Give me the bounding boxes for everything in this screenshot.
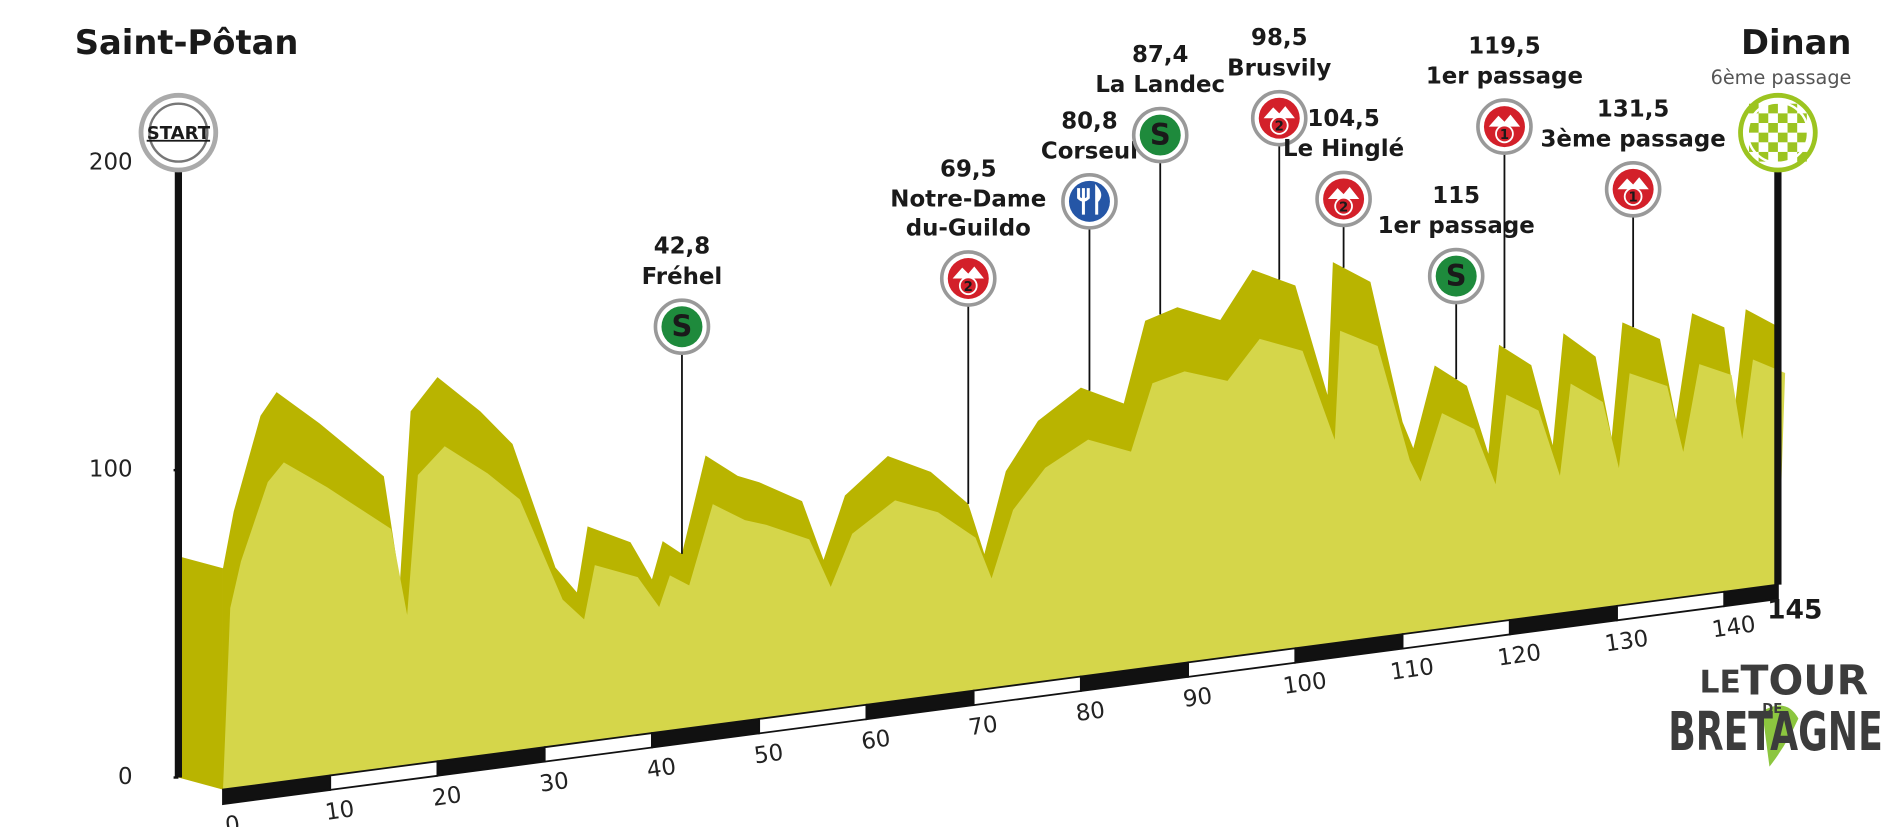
logo-tour: TOUR <box>1741 657 1869 705</box>
checker-cell <box>1768 123 1778 133</box>
checker-cell <box>1758 132 1769 143</box>
x-tick-label: 60 <box>860 726 892 756</box>
x-end-label: 145 <box>1767 595 1822 626</box>
profile-side <box>178 556 223 790</box>
mountain <box>1617 177 1649 190</box>
finish-checker <box>1748 103 1807 162</box>
x-tick-label: 100 <box>1281 668 1328 700</box>
x-tick-label: 130 <box>1603 626 1650 658</box>
marker-km: 80,8 <box>1061 108 1117 134</box>
category-dot <box>1495 124 1514 144</box>
marker-km: 104,5 <box>1307 106 1379 132</box>
checker-cell <box>1787 123 1798 133</box>
marker-name: Brusvily <box>1227 55 1331 81</box>
marker-name: Le Hinglé <box>1283 136 1404 162</box>
checker-cell <box>1768 142 1778 152</box>
marker-km: 115 <box>1432 183 1480 209</box>
logo-le: LE <box>1700 664 1741 700</box>
checker-cell <box>1787 103 1798 114</box>
marker-icon-text: 1 <box>1629 191 1638 206</box>
category-dot <box>1334 196 1353 216</box>
marker-icon-text: S <box>1446 258 1467 292</box>
checker-cell <box>1777 113 1788 124</box>
marker-icon <box>1435 255 1477 297</box>
x-tick-label: 40 <box>645 754 677 784</box>
marker-km: 131,5 <box>1597 96 1669 122</box>
category-dot <box>1623 187 1643 206</box>
start-badge-text: START <box>147 123 211 144</box>
checker-cell <box>1787 142 1798 152</box>
x-tick-label: 110 <box>1389 654 1436 686</box>
x-tick-label: 90 <box>1181 683 1213 713</box>
marker-km: 42,8 <box>654 234 710 260</box>
x-tick-label: 70 <box>967 711 999 741</box>
x-tick-label: 140 <box>1710 611 1757 643</box>
marker-km: 98,5 <box>1251 25 1307 51</box>
x-tick-label: 80 <box>1074 697 1106 727</box>
marker-name: Corseul <box>1041 138 1138 164</box>
x-tick-label: 10 <box>324 796 356 826</box>
start-name: Saint-Pôtan <box>75 23 299 62</box>
marker-name: 3ème passage <box>1541 126 1726 152</box>
marker-name: 1er passage <box>1426 64 1583 90</box>
marker-icon-text: 2 <box>1275 120 1284 135</box>
fork <box>1077 188 1090 215</box>
finish-note: 6ème passage <box>1711 66 1852 89</box>
checker-cell <box>1797 151 1807 162</box>
start-badge <box>148 102 209 163</box>
marker-name: 1er passage <box>1378 213 1535 239</box>
y-tick-label: 200 <box>89 149 133 175</box>
km-stripe <box>1723 583 1779 608</box>
category-dot <box>958 276 978 296</box>
checker-cell <box>1748 123 1759 133</box>
checker-cell <box>1758 151 1769 162</box>
checker-cell <box>1748 103 1759 114</box>
marker-name: du-Guildo <box>906 216 1031 242</box>
x-tick-label: 20 <box>431 782 463 812</box>
logo-bretagne: BRETAGNE <box>1668 701 1883 763</box>
marker-km: 87,4 <box>1132 42 1188 68</box>
checker-cell <box>1777 132 1788 143</box>
logo-de: DE <box>1762 702 1782 717</box>
y-tick-label: 0 <box>118 764 133 790</box>
marker-icon-text: S <box>672 309 693 343</box>
marker-name: Fréhel <box>642 264 723 290</box>
marker-icon <box>1068 180 1110 222</box>
category-dot <box>1269 116 1289 135</box>
knife <box>1095 183 1102 215</box>
checker-cell <box>1768 103 1778 114</box>
checker-cell <box>1748 142 1759 152</box>
x-tick-label: 120 <box>1496 640 1543 672</box>
checker-cell <box>1797 113 1807 124</box>
x-tick-label: 30 <box>538 768 570 798</box>
mountain <box>1327 186 1360 199</box>
checker-cell <box>1777 151 1788 162</box>
marker-icon-text: 1 <box>1500 128 1509 143</box>
checker-cell <box>1797 132 1807 143</box>
marker-name: La Landec <box>1095 72 1225 98</box>
mountain <box>952 266 984 279</box>
x-tick-label: 50 <box>753 740 785 770</box>
marker-icon-text: S <box>1150 117 1171 151</box>
marker-icon-text: 2 <box>1339 200 1348 215</box>
marker-km: 69,5 <box>940 157 996 183</box>
checker-cell <box>1758 113 1769 124</box>
logo: LE TOUR DE BRETAGNE <box>1668 657 1883 767</box>
x-tick-label: 0 <box>224 811 242 827</box>
marker-icon-text: 2 <box>964 280 973 295</box>
mountain <box>1263 106 1295 119</box>
mountain <box>1488 114 1521 127</box>
marker-icon <box>1139 114 1181 156</box>
profile-face <box>222 330 1786 790</box>
finish-badge <box>1746 101 1810 164</box>
marker-km: 119,5 <box>1468 34 1540 60</box>
y-tick-label: 100 <box>89 457 133 483</box>
finish-name: Dinan <box>1741 23 1851 62</box>
logo-leaf <box>1762 705 1799 767</box>
marker-icon <box>661 306 703 348</box>
marker-name: Notre-Dame <box>890 187 1046 213</box>
